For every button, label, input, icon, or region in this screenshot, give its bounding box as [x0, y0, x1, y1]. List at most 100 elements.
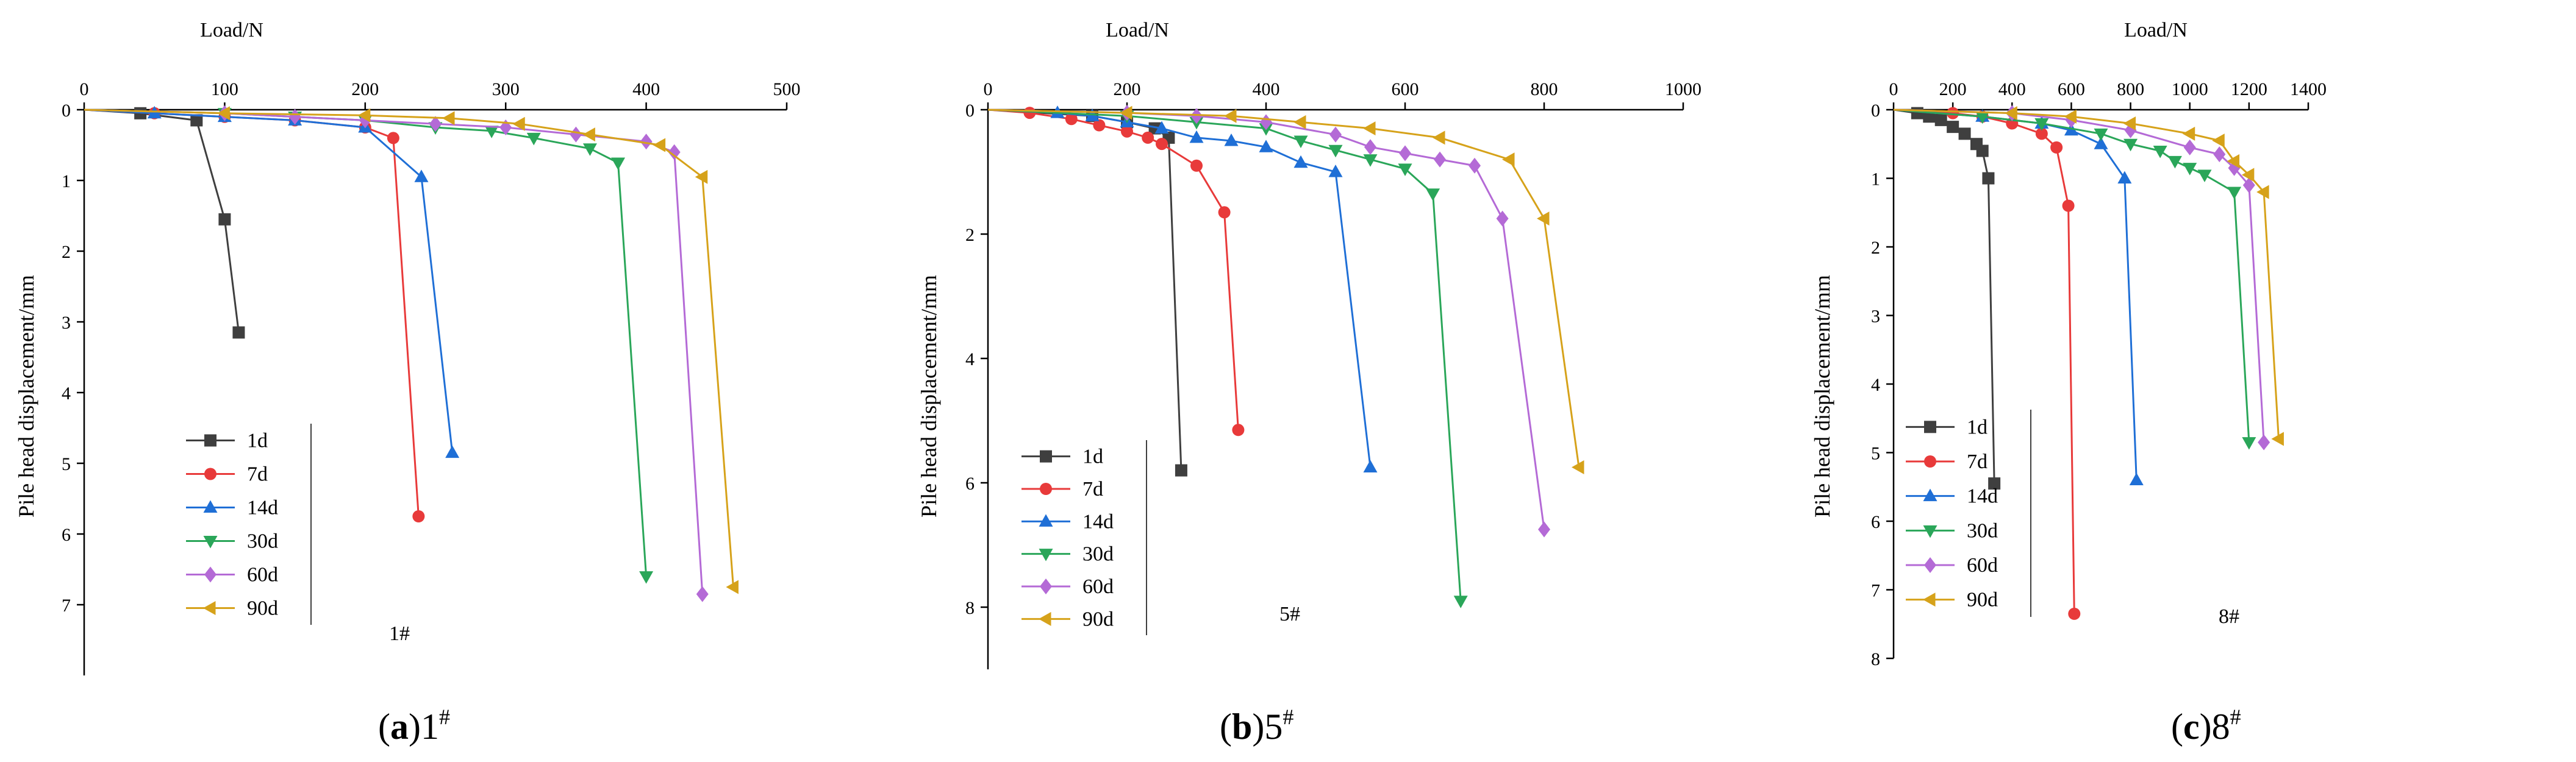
- panel-a-point-60d: [640, 134, 653, 150]
- panel-c-point-90d: [2182, 126, 2195, 141]
- panel-b-point-90d: [1293, 115, 1306, 129]
- panel-a-caption-paren-close: ): [409, 707, 421, 747]
- panel-b-point-60d: [1329, 126, 1342, 143]
- panel-a-y-tick-label: 5: [62, 454, 71, 474]
- panel-c-point-7d: [2035, 127, 2048, 140]
- panel-a-point-7d: [387, 132, 399, 144]
- panel-b-point-30d: [1426, 188, 1440, 201]
- panel-a-x-tick-label: 300: [492, 79, 520, 99]
- panel-a-series-line-14d: [84, 109, 454, 453]
- panel-a-point-60d: [288, 109, 301, 125]
- panel-a-x-tick-label: 500: [773, 79, 801, 99]
- panel-a-point-1d: [218, 213, 231, 226]
- panel-a-series-line-1d: [84, 109, 240, 333]
- panel-a-point-1d: [190, 114, 203, 127]
- panel-c-point-7d: [2050, 141, 2063, 154]
- panel-c-point-30d: [2153, 146, 2167, 158]
- panel-a-point-30d: [582, 143, 597, 156]
- panel-b-point-30d: [1363, 154, 1378, 167]
- panel-b-series-line-60d: [987, 109, 1545, 530]
- panel-a-caption-letter: a: [390, 707, 409, 747]
- svg-text:(c)8#: (c)8#: [2171, 705, 2241, 747]
- panel-a-y-tick-label: 6: [62, 525, 71, 545]
- panel-c-caption-sup: #: [2230, 705, 2241, 729]
- panel-c-point-30d: [2167, 155, 2182, 169]
- panel-b: Load/N Pile head displacement/mm 5# (b)5…: [917, 19, 1701, 747]
- panel-b-x-tick-label: 800: [1531, 79, 1558, 99]
- panel-c-x-tick-label: 1400: [2290, 79, 2327, 99]
- panel-b-y-tick-label: 2: [965, 225, 975, 245]
- panel-b-caption-num: 5: [1264, 707, 1283, 747]
- panel-b-point-60d: [1538, 521, 1550, 538]
- panel-c-x-tick-label: 1000: [2172, 79, 2208, 99]
- panel-b-caption-sup: #: [1283, 705, 1293, 729]
- panel-c-point-30d: [2094, 128, 2108, 141]
- panel-a-point-90d: [653, 138, 666, 152]
- panel-b-legend-marker-14d: [1039, 514, 1053, 527]
- panel-c-legend-marker-90d: [1923, 593, 1936, 607]
- panel-c-series-90d: [1893, 106, 2284, 446]
- panel-c-y-tick-label: 5: [1871, 444, 1880, 464]
- panel-c-y-tick-label: 3: [1871, 307, 1880, 327]
- panel-c-legend-label-30d: 30d: [1967, 519, 1998, 542]
- panel-a-legend-label-90d: 90d: [247, 597, 278, 620]
- panel-b-x-tick-label: 600: [1392, 79, 1419, 99]
- panel-b-legend-marker-7d: [1040, 483, 1052, 495]
- panel-c-y-tick-label: 2: [1871, 238, 1880, 258]
- panel-a-y-tick-label: 4: [62, 383, 71, 404]
- panel-a-point-30d: [526, 132, 541, 146]
- panel-a-legend-marker-1d: [204, 434, 216, 447]
- panel-b-point-60d: [1190, 108, 1203, 124]
- panel-a-x-tick-label: 100: [211, 79, 238, 99]
- panel-a-legend-marker-7d: [204, 468, 216, 480]
- panel-c-point-1d: [1982, 172, 1995, 185]
- panel-b-point-60d: [1434, 151, 1446, 168]
- panel-b-point-7d: [1065, 113, 1078, 126]
- panel-b-series-line-30d: [987, 109, 1462, 601]
- panel-b-legend-label-1d: 1d: [1082, 446, 1103, 468]
- panel-a-x-tick-label: 400: [632, 79, 660, 99]
- panel-a-legend-marker-60d: [204, 566, 216, 583]
- panel-c-point-7d: [2068, 607, 2081, 620]
- panel-a-legend: 1d 7d 14d 30d 60d 90d: [186, 424, 312, 625]
- panel-a-series-line-60d: [84, 109, 704, 594]
- panel-a-point-90d: [512, 116, 525, 131]
- panel-c-legend-marker-30d: [1923, 525, 1937, 538]
- panel-c-series-line-90d: [1893, 109, 2280, 440]
- panel-c-y-tick-label: 0: [1871, 101, 1880, 121]
- panel-c: Load/N Pile head displacement/mm 8# (c)8…: [1810, 19, 2327, 747]
- panel-c-legend-label-60d: 60d: [1967, 554, 1998, 577]
- panel-a-point-60d: [696, 586, 709, 602]
- panel-c-y-tick-label: 7: [1871, 581, 1880, 601]
- panel-b-point-90d: [1363, 121, 1376, 136]
- panel-c-point-1d: [1934, 113, 1947, 126]
- panel-b-point-14d: [1154, 121, 1169, 134]
- panel-b-xlabel: Load/N: [1106, 19, 1169, 41]
- panel-b-series-14d: [987, 105, 1378, 472]
- panel-b-point-90d: [1537, 212, 1550, 226]
- panel-b-caption: (b)5#: [1220, 705, 1293, 747]
- panel-b-point-60d: [1364, 139, 1376, 155]
- panel-a-series-90d: [84, 106, 739, 594]
- panel-c-point-1d: [1947, 121, 1959, 134]
- panel-b-point-7d: [1218, 206, 1231, 219]
- panel-c-point-30d: [2242, 437, 2256, 450]
- panel-a-y-tick-label: 3: [62, 313, 71, 333]
- panel-b-point-14d: [1189, 130, 1204, 143]
- panel-b-x-tick-label: 1000: [1665, 79, 1701, 99]
- panel-b-series-7d: [987, 107, 1245, 436]
- panel-c-point-1d: [1988, 477, 2001, 490]
- panel-c-y-tick-label: 1: [1871, 169, 1880, 190]
- panel-b-point-90d: [1502, 152, 1515, 167]
- panel-b-series-line-90d: [987, 109, 1580, 468]
- panel-c-plot-marker: 8#: [2219, 605, 2239, 628]
- panel-c-point-90d: [2064, 109, 2077, 124]
- panel-b-legend-label-60d: 60d: [1082, 575, 1114, 598]
- panel-c-point-90d: [2005, 106, 2017, 121]
- svg-text:(b)5#: (b)5#: [1220, 705, 1293, 747]
- panel-c-point-30d: [2034, 118, 2049, 131]
- panel-b-y-tick-label: 4: [965, 349, 975, 369]
- panel-c-point-30d: [2227, 187, 2242, 199]
- panel-c-caption: (c)8#: [2171, 705, 2241, 747]
